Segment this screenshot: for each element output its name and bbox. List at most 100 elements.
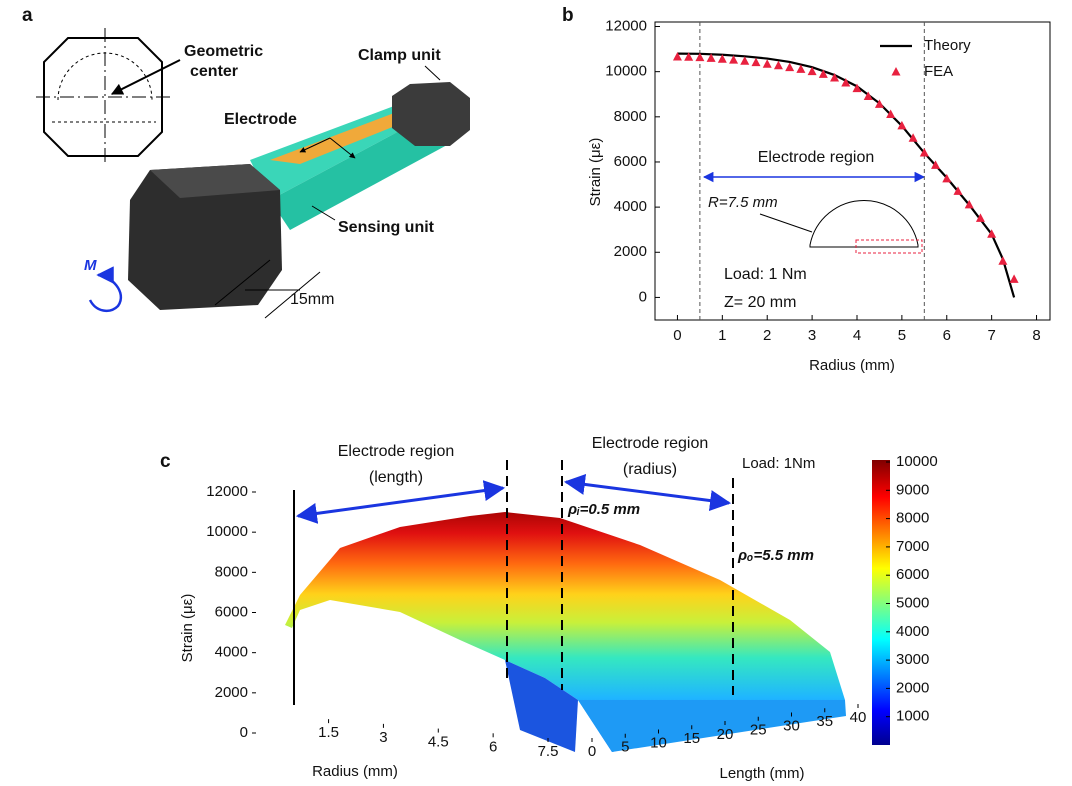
y-tick-label: 2000 [614, 243, 647, 260]
data-point [695, 52, 705, 62]
data-point [953, 186, 963, 195]
y-tick-label: 0 [240, 724, 248, 741]
y-tick-label: 10000 [605, 63, 647, 80]
panel-a: a Geometric center M Clamp unit Electrod… [22, 5, 470, 319]
data-point [785, 62, 795, 72]
data-point [998, 256, 1008, 265]
clamp [128, 164, 282, 310]
inset-box [855, 239, 923, 254]
x-tick-label: 6 [489, 738, 497, 755]
z-tick-label: 40 [850, 709, 867, 726]
annotation: Electrode region [338, 443, 455, 460]
dim-line [264, 271, 321, 319]
x-tick-label: 3 [379, 729, 387, 746]
y-tick-label: 2000 [215, 684, 248, 701]
data-point [919, 147, 929, 157]
y-tick-label: 0 [639, 288, 647, 305]
annotation-word: Geometric [184, 43, 263, 60]
pointer [110, 59, 181, 95]
clamp [392, 82, 470, 146]
panel-label: a [22, 5, 33, 26]
annotation: Electrode [224, 111, 297, 128]
data-point [908, 133, 918, 142]
x-tick-label: 7.5 [538, 743, 559, 760]
surface-edge [578, 700, 846, 752]
annotation: Electrode region [592, 435, 709, 452]
clamp-top [150, 164, 280, 198]
data-point [717, 54, 727, 63]
x-tick-label: 4.5 [428, 734, 449, 751]
x-tick-label: 3 [808, 327, 816, 344]
data-point [740, 56, 750, 65]
surface [285, 512, 845, 752]
moment-label: M [84, 257, 97, 274]
z-axis-label: Length (mm) [719, 765, 804, 782]
data-point [729, 55, 739, 64]
annotation: Clamp unit [358, 47, 441, 64]
data-point [942, 173, 952, 183]
annotation: (length) [369, 469, 423, 486]
y-tick-label: 8000 [215, 563, 248, 580]
panel-b: b Radius (mm) Strain (με) Electrode regi… [562, 5, 1051, 374]
data-point [874, 99, 884, 108]
colorbar-tick-label: 1000 [896, 708, 929, 725]
y-tick-label: 8000 [614, 108, 647, 125]
y-tick-label: 10000 [206, 523, 248, 540]
annotation: Load: 1 Nm [724, 266, 807, 283]
data-point [684, 52, 694, 61]
annotation: ρₒ=5.5 mm [737, 547, 814, 564]
legend-label: FEA [924, 63, 953, 80]
data-point [796, 64, 806, 73]
data-point [672, 51, 682, 61]
annotation: Geometric center [184, 43, 268, 80]
data-point [886, 109, 896, 119]
annotation: ρᵢ=0.5 mm [567, 501, 640, 518]
annotation: (radius) [623, 461, 677, 478]
colorbar-tick-label: 4000 [896, 623, 929, 640]
pointer [299, 137, 331, 153]
series-line [677, 52, 1016, 298]
annotation: Electrode region [758, 149, 875, 166]
x-tick-label: 8 [1032, 327, 1040, 344]
region-arrow [295, 480, 506, 524]
data-point [897, 120, 907, 130]
y-tick-label: 12000 [605, 17, 647, 34]
y-axis-label: Strain (με) [179, 594, 196, 663]
inset-pointer [759, 213, 813, 233]
z-tick-label: 0 [588, 743, 596, 760]
z-tick-label: 5 [621, 739, 629, 756]
annotation: Load: 1Nm [742, 455, 815, 472]
annotation: Sensing unit [338, 219, 435, 236]
colorbar-tick-label: 7000 [896, 538, 929, 555]
sensing-unit [270, 118, 460, 230]
data-point [964, 199, 974, 209]
colorbar-tick-label: 3000 [896, 651, 929, 668]
y-axis-label: Strain (με) [587, 138, 604, 207]
annotation: R=7.5 mm [708, 194, 778, 211]
pointer [329, 137, 356, 159]
x-tick-label: 5 [898, 327, 906, 344]
data-point [751, 57, 761, 67]
data-point [762, 59, 772, 68]
z-tick-label: 15 [683, 730, 700, 747]
z-tick-label: 35 [816, 713, 833, 730]
surface-side [505, 660, 578, 752]
cross-section [43, 37, 163, 157]
data-point [987, 229, 997, 238]
x-axis-label: Radius (mm) [809, 357, 895, 374]
z-tick-label: 10 [650, 734, 667, 751]
colorbar-tick-label: 5000 [896, 594, 929, 611]
y-tick-label: 4000 [215, 644, 248, 661]
region-arrow [563, 474, 732, 511]
z-tick-label: 20 [717, 726, 734, 743]
data-point [773, 60, 783, 70]
colorbar-tick-label: 9000 [896, 481, 929, 498]
annotation-word: center [190, 63, 238, 80]
panel-label: c [160, 451, 171, 472]
annotation: Z= 20 mm [724, 294, 796, 311]
data-point [1009, 274, 1019, 283]
panel-c: c Electrode region (length) Electrode re… [160, 435, 938, 782]
data-point [830, 72, 840, 82]
